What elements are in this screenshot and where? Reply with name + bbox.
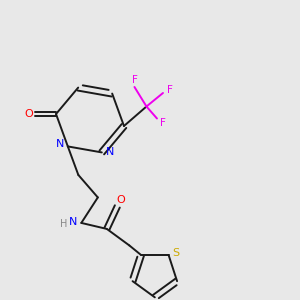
Text: F: F: [131, 75, 137, 85]
Text: O: O: [116, 195, 125, 205]
Text: H: H: [60, 219, 67, 229]
Text: S: S: [172, 248, 180, 258]
Text: F: F: [167, 85, 172, 95]
Text: F: F: [160, 118, 166, 128]
Text: O: O: [24, 109, 33, 119]
Text: N: N: [56, 139, 64, 149]
Text: N: N: [69, 217, 77, 227]
Text: N: N: [106, 147, 114, 158]
